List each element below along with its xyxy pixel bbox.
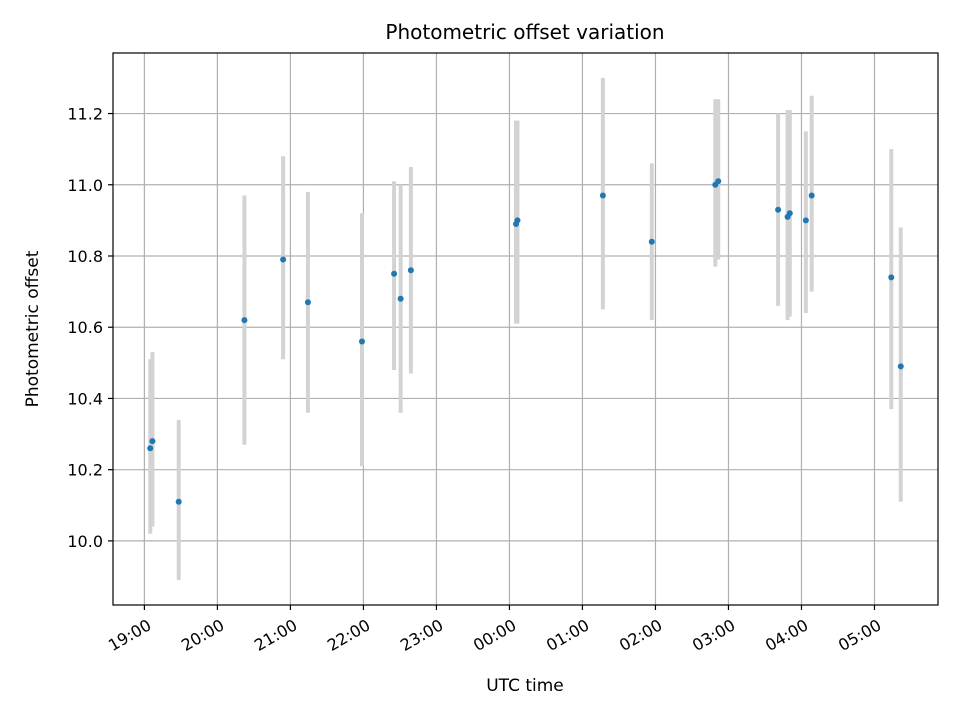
data-point <box>304 299 311 306</box>
data-point <box>149 438 156 445</box>
data-point <box>514 217 521 224</box>
data-point <box>397 295 404 302</box>
y-tick-label: 11.2 <box>67 105 103 124</box>
y-axis-ticks: 10.0 10.2 10.4 10.6 10.8 11.0 11.2 <box>67 105 113 551</box>
data-point <box>241 317 248 324</box>
chart-title: Photometric offset variation <box>385 20 664 44</box>
y-tick-label: 10.2 <box>67 461 103 480</box>
data-point <box>715 178 722 185</box>
data-point <box>897 363 904 370</box>
data-points <box>147 178 904 505</box>
data-point <box>407 267 414 274</box>
y-tick-label: 10.8 <box>67 247 103 266</box>
axes-frame <box>112 52 939 606</box>
y-tick-label: 10.4 <box>67 389 103 408</box>
data-point <box>391 270 398 277</box>
data-point <box>786 210 793 217</box>
y-axis-label: Photometric offset <box>23 250 43 407</box>
y-tick-label: 11.0 <box>67 176 103 195</box>
data-point <box>599 192 606 199</box>
x-axis-label: UTC time <box>486 676 564 696</box>
data-point <box>280 256 287 263</box>
data-point <box>808 192 815 199</box>
data-point <box>175 498 182 505</box>
data-point <box>775 206 782 213</box>
data-point <box>648 238 655 245</box>
data-point <box>802 217 809 224</box>
y-tick-label: 10.6 <box>67 318 103 337</box>
data-point <box>358 338 365 345</box>
data-point <box>147 445 154 452</box>
y-tick-label: 10.0 <box>67 532 103 551</box>
grid-lines <box>113 53 938 605</box>
data-point <box>888 274 895 281</box>
